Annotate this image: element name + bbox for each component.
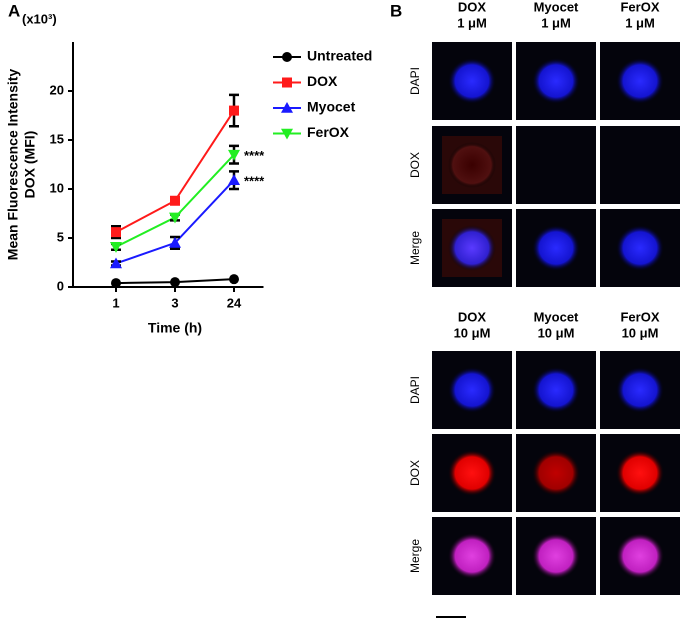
x-tick-label: 1 xyxy=(112,295,119,310)
x-tick-label: 3 xyxy=(171,295,178,310)
y-axis-label: Mean Fluorescence Intensity xyxy=(5,69,21,261)
y-tick-label: 0 xyxy=(57,278,64,293)
legend-marker xyxy=(282,52,292,62)
micrograph xyxy=(600,126,680,204)
panel-label: B xyxy=(390,1,402,20)
cell-nucleus xyxy=(616,58,664,104)
marker xyxy=(229,105,239,116)
column-header: Myocet xyxy=(534,309,579,324)
cell-nucleus xyxy=(616,225,664,271)
annotation: **** xyxy=(244,174,265,189)
cell-nucleus xyxy=(616,450,664,496)
row-label: DAPI xyxy=(408,67,422,95)
column-header: Myocet xyxy=(534,0,579,14)
y-tick-label: 20 xyxy=(50,82,64,97)
cell-nucleus xyxy=(532,58,580,104)
marker xyxy=(110,242,122,253)
marker xyxy=(228,149,240,161)
legend-label: Untreated xyxy=(307,48,372,64)
y-tick-label: 5 xyxy=(57,229,64,244)
legend-marker xyxy=(282,77,292,88)
legend-label: DOX xyxy=(307,73,338,89)
marker xyxy=(229,274,239,285)
column-dose: 10 μM xyxy=(538,325,575,340)
row-label: Merge xyxy=(408,539,422,573)
cell-nucleus xyxy=(448,450,496,496)
marker xyxy=(169,212,181,224)
column-dose: 1 μM xyxy=(457,15,487,30)
legend-marker xyxy=(281,102,293,113)
cell-nucleus xyxy=(448,533,496,579)
row-label: DOX xyxy=(408,460,422,486)
column-dose: 1 μM xyxy=(625,15,655,30)
cell-nucleus xyxy=(532,450,580,496)
cell-nucleus xyxy=(616,533,664,579)
cell-nucleus xyxy=(532,367,580,413)
row-label: DAPI xyxy=(408,376,422,404)
cell-nucleus xyxy=(448,225,496,271)
cell-nucleus xyxy=(532,533,580,579)
cell-nucleus xyxy=(448,142,496,188)
column-header: FerOX xyxy=(620,309,659,324)
x-axis-label: Time (h) xyxy=(148,320,202,336)
y-axis-label: DOX (MFI) xyxy=(22,131,38,199)
panel-label: A xyxy=(8,1,20,20)
scale-annotation: (x10³) xyxy=(22,11,57,26)
marker xyxy=(110,257,122,269)
column-dose: 1 μM xyxy=(541,15,571,30)
marker xyxy=(169,236,181,248)
cell-nucleus xyxy=(532,225,580,271)
legend-label: FerOX xyxy=(307,124,350,140)
column-header: FerOX xyxy=(620,0,659,14)
y-tick-label: 10 xyxy=(50,180,64,195)
marker xyxy=(111,278,121,289)
marker xyxy=(228,174,240,185)
cell-nucleus xyxy=(448,58,496,104)
marker xyxy=(111,227,121,238)
column-header: DOX xyxy=(458,309,487,324)
column-dose: 10 μM xyxy=(622,325,659,340)
legend-marker xyxy=(281,128,293,140)
row-label: DOX xyxy=(408,152,422,178)
column-dose: 10 μM xyxy=(454,325,491,340)
annotation: **** xyxy=(244,148,265,163)
cell-nucleus xyxy=(448,367,496,413)
marker xyxy=(170,195,180,206)
micrograph xyxy=(516,126,596,204)
cell-nucleus xyxy=(616,367,664,413)
y-tick-label: 15 xyxy=(50,131,64,146)
legend-label: Myocet xyxy=(307,99,356,115)
marker xyxy=(170,277,180,288)
column-header: DOX xyxy=(458,0,487,14)
row-label: Merge xyxy=(408,231,422,265)
x-tick-label: 24 xyxy=(227,295,242,310)
